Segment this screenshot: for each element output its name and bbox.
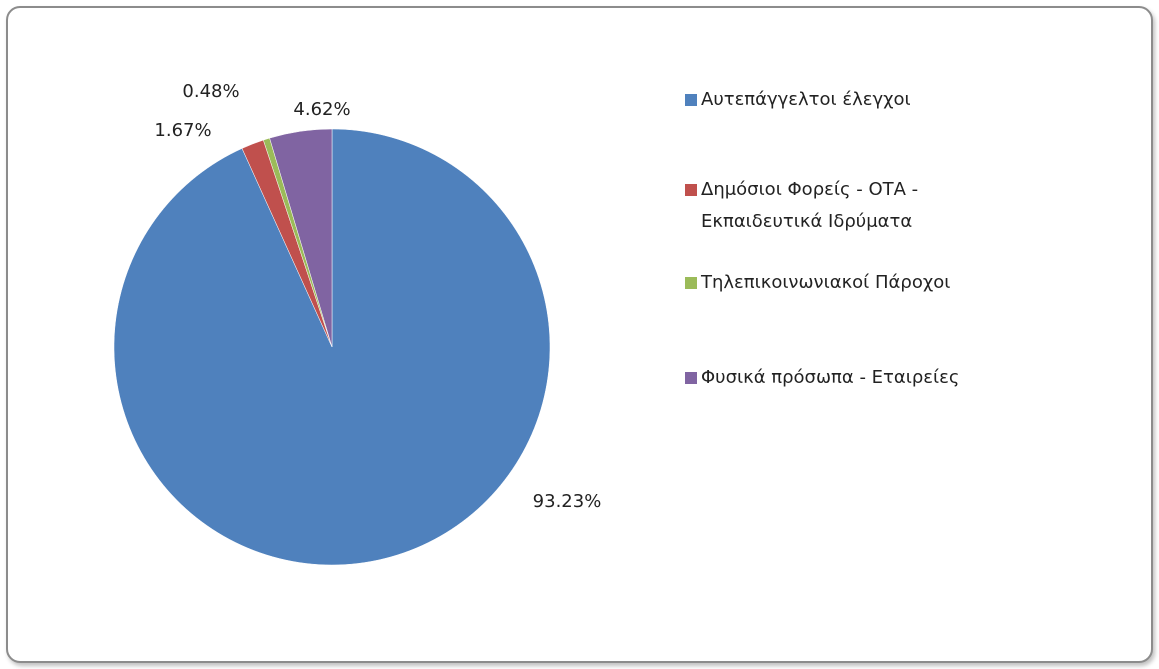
legend-item: Δημόσιοι Φορείς - ΟΤΑ - Εκπαιδευτικά Ιδρ… [685, 174, 1011, 238]
legend-label: Αυτεπάγγελτοι έλεγχοι [701, 89, 911, 110]
legend-item: Αυτεπάγγελτοι έλεγχοι [685, 84, 1011, 116]
pie-slice [269, 128, 333, 348]
legend-item: Φυσικά πρόσωπα - Εταιρείες [685, 362, 1011, 394]
legend-swatch [685, 372, 697, 384]
legend-swatch [685, 94, 697, 106]
data-label: 4.62% [293, 99, 350, 120]
legend-label: Τηλεπικοινωνιακοί Πάροχοι [701, 272, 951, 293]
data-label: 1.67% [154, 120, 211, 141]
data-label: 93.23% [533, 491, 602, 512]
legend-item: Τηλεπικοινωνιακοί Πάροχοι [685, 267, 1011, 299]
legend-swatch [685, 184, 697, 196]
legend-label: Φυσικά πρόσωπα - Εταιρείες [701, 367, 960, 388]
legend-label: Δημόσιοι Φορείς - ΟΤΑ - Εκπαιδευτικά Ιδρ… [701, 179, 919, 232]
data-label: 0.48% [182, 81, 239, 102]
legend-swatch [685, 277, 697, 289]
